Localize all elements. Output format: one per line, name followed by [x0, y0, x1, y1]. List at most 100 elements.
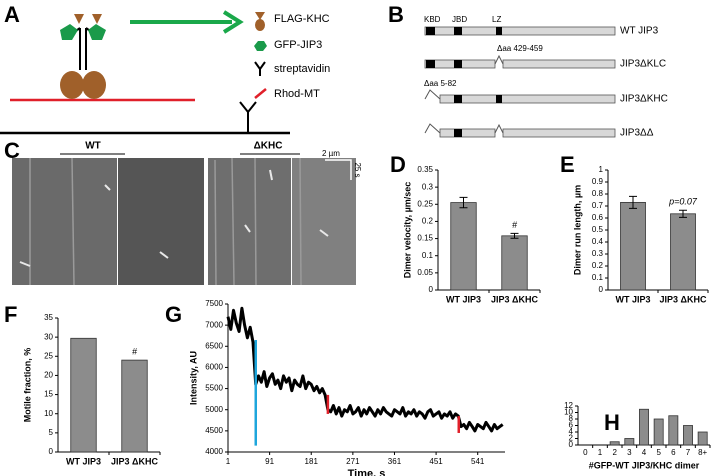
x-axis-label: #GFP-WT JIP3/KHC dimer	[589, 460, 700, 470]
x-tick-label: 6	[671, 448, 676, 457]
bar	[697, 431, 708, 446]
y-tick-label: 0.9	[592, 177, 604, 186]
bar	[620, 201, 646, 291]
annotation: p=0.07	[668, 197, 698, 207]
panel-letter: A	[4, 2, 20, 27]
y-tick-label: 0.05	[417, 268, 433, 277]
y-tick-label: 1	[599, 165, 604, 174]
error-bar	[459, 196, 468, 209]
construct-name: WT JIP3	[620, 26, 659, 37]
bar	[501, 235, 528, 291]
legend-icon	[255, 12, 265, 20]
bar	[609, 441, 620, 446]
y-tick-label: 0.25	[417, 199, 433, 208]
domain-label: JBD	[452, 15, 467, 24]
legend-label: streptavidin	[274, 63, 330, 75]
bar	[668, 415, 679, 446]
x-tick-label: WT JIP3	[615, 294, 650, 304]
construct-name: JIP3ΔΔ	[620, 128, 654, 139]
y-tick-label: 10	[44, 409, 53, 418]
y-tick-label: 0.7	[592, 201, 604, 210]
x-tick-label: 3	[627, 448, 632, 457]
streptavidin-icon	[239, 101, 257, 133]
y-tick-label: 0	[49, 447, 54, 456]
y-axis-label: Dimer run length, µm	[572, 185, 582, 275]
y-tick-label: 0.35	[417, 165, 433, 174]
legend-icon	[254, 88, 267, 99]
y-tick-label: 6500	[205, 341, 223, 350]
y-tick-label: 15	[44, 390, 53, 399]
legend-label: GFP-JIP3	[274, 39, 322, 51]
x-tick-label: 1	[598, 448, 603, 457]
x-tick-label: JIP3 ΔKHC	[111, 456, 158, 466]
panel-letter: D	[390, 152, 406, 177]
legend-label: FLAG-KHC	[274, 13, 330, 25]
domain-label: KBD	[424, 15, 441, 24]
x-tick-label: 0	[583, 448, 588, 457]
y-tick-label: 0	[569, 440, 574, 449]
bar	[653, 418, 664, 446]
y-tick-label: 4000	[205, 447, 223, 456]
arrow	[222, 10, 244, 34]
y-tick-label: 0.3	[592, 249, 604, 258]
x-tick-label: 2	[612, 448, 617, 457]
x-tick-label: 541	[471, 457, 485, 466]
x-tick-label: 8+	[698, 448, 707, 457]
y-tick-label: 4	[569, 427, 574, 436]
y-tick-label: 30	[44, 332, 53, 341]
construct-name: JIP3ΔKHC	[620, 94, 668, 105]
group-label: ΔKHC	[254, 141, 283, 152]
y-axis-label: Motile fraction, %	[22, 348, 32, 423]
y-tick-label: 0	[599, 285, 604, 294]
annotation: #	[512, 220, 518, 230]
y-tick-label: 0.15	[417, 234, 433, 243]
bar	[450, 202, 477, 291]
domain-blocks	[426, 27, 502, 137]
line	[226, 306, 504, 433]
panel-letter: H	[604, 410, 620, 435]
legend-icon	[254, 41, 267, 51]
x-tick-label: JIP3 ΔKHC	[660, 294, 707, 304]
y-tick-label: 0.5	[592, 225, 604, 234]
panel-letter: F	[4, 302, 17, 327]
error-bar	[679, 209, 687, 218]
x-tick-label: 7	[686, 448, 691, 457]
x-tick-label: 91	[265, 457, 274, 466]
error-bar	[629, 195, 637, 209]
y-tick-label: 10	[564, 408, 573, 417]
scale-label: 25 s	[353, 162, 362, 177]
bar	[70, 337, 97, 453]
deletion-label: Δaa 5-82	[424, 79, 457, 88]
annotation: #	[132, 346, 138, 356]
y-tick-label: 8	[569, 414, 574, 423]
panel-letter: G	[165, 302, 182, 327]
panel-letter: E	[560, 152, 575, 177]
y-tick-label: 0.8	[592, 189, 604, 198]
y-tick-label: 0	[429, 285, 434, 294]
x-axis-label: Time, s	[348, 468, 386, 476]
y-tick-label: 0.3	[422, 182, 434, 191]
scale-bar	[325, 159, 352, 180]
x-tick-label: 4	[642, 448, 647, 457]
panel-letter: C	[4, 138, 20, 163]
y-tick-label: 12	[564, 401, 573, 410]
legend-icon	[255, 19, 265, 31]
y-tick-label: 5500	[205, 384, 223, 393]
y-tick-label: 5	[49, 428, 54, 437]
domain-label: LZ	[492, 15, 501, 24]
deletion-kinks	[424, 54, 504, 134]
x-tick-label: WT JIP3	[446, 294, 481, 304]
y-tick-label: 0.1	[422, 251, 434, 260]
y-axis-label: Dimer velocity, µm/sec	[402, 182, 412, 279]
bar	[683, 425, 693, 446]
y-tick-label: 6	[569, 421, 574, 430]
bar	[624, 438, 635, 446]
panel-letter: B	[388, 2, 404, 27]
scale-label: 2 µm	[322, 149, 340, 158]
motor-complex	[60, 14, 106, 99]
x-tick-label: 361	[388, 457, 402, 466]
y-tick-label: 20	[44, 371, 53, 380]
y-tick-label: 0.1	[592, 273, 604, 282]
x-tick-label: 181	[305, 457, 319, 466]
kymograph-images	[12, 157, 356, 286]
